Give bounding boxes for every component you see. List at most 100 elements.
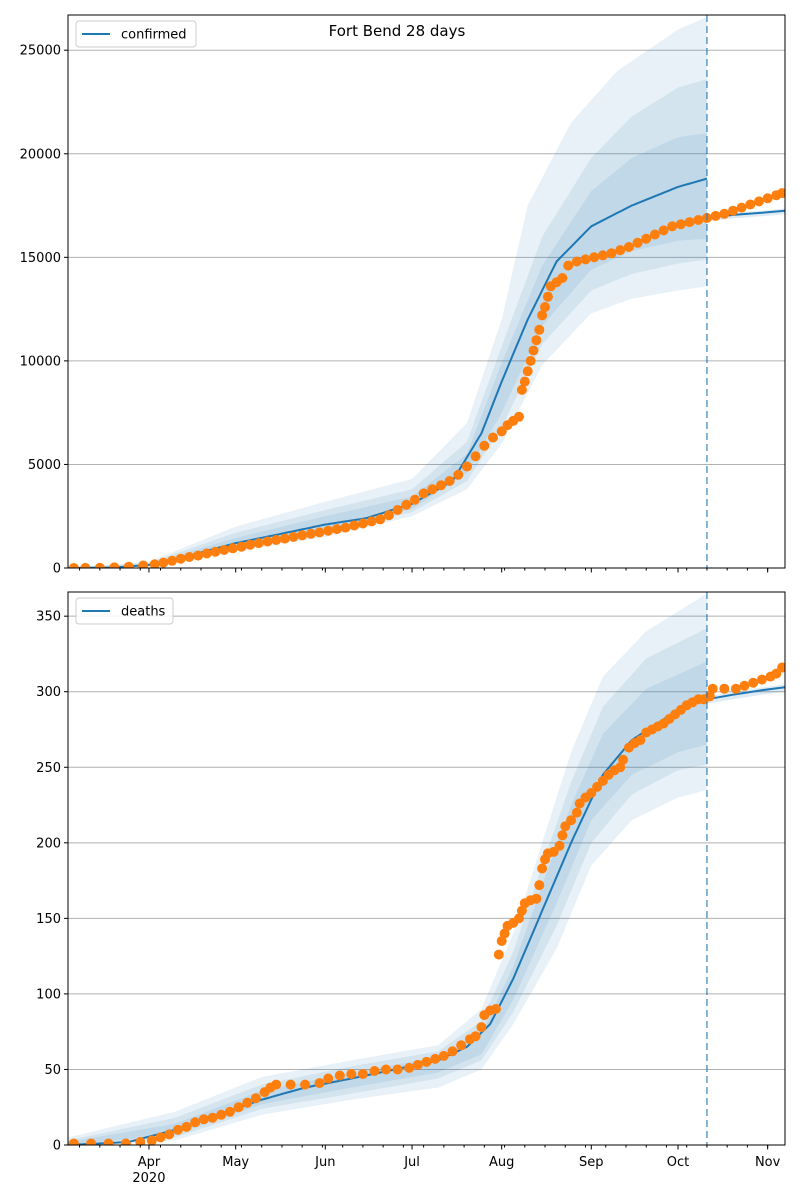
uncertainty-band-1	[68, 17, 707, 568]
observed-point	[219, 545, 230, 555]
x-tick-label: Oct	[667, 1155, 689, 1170]
observed-point	[635, 735, 646, 746]
observed-point	[554, 840, 565, 851]
observed-point	[167, 555, 178, 566]
observed-point	[279, 533, 290, 544]
x-tick-label: May	[222, 1155, 249, 1170]
observed-point	[777, 188, 785, 199]
observed-point	[745, 199, 756, 210]
plot-area	[68, 17, 785, 568]
y-tick-label: 0	[53, 562, 61, 577]
observed-point	[684, 217, 695, 228]
observed-point	[245, 539, 256, 550]
observed-point	[488, 432, 498, 443]
observed-point	[756, 674, 767, 685]
observed-point	[427, 484, 438, 495]
observed-point	[120, 1138, 131, 1145]
observed-point	[86, 1138, 97, 1145]
observed-point	[401, 499, 412, 510]
observed-point	[175, 553, 186, 564]
observed-point	[224, 1106, 235, 1117]
uncertainty-band-2	[68, 628, 707, 1145]
y-tick-label: 300	[36, 685, 61, 700]
x-tick-label: Apr	[138, 1155, 161, 1170]
y-tick-label: 50	[44, 1063, 61, 1078]
observed-point	[242, 1097, 253, 1108]
uncertainty-band-3	[68, 661, 707, 1145]
y-tick-label: 25000	[20, 44, 61, 59]
uncertainty-band-3	[68, 133, 707, 568]
observed-point	[499, 928, 510, 939]
observed-point	[314, 527, 325, 538]
observed-point	[710, 210, 721, 221]
observed-point	[68, 563, 79, 568]
observed-point	[198, 1114, 209, 1125]
plot-area	[68, 593, 785, 1145]
observed-point	[537, 863, 548, 874]
x-tick-label: Jun	[314, 1155, 335, 1170]
observed-point	[462, 461, 472, 472]
observed-point	[707, 683, 718, 694]
observed-point	[641, 233, 652, 244]
observed-point	[490, 1004, 501, 1014]
observed-point	[271, 535, 282, 545]
observed-point	[155, 1132, 166, 1143]
uncertainty-band-2	[68, 79, 707, 568]
y-tick-label: 0	[53, 1139, 61, 1154]
observed-point	[531, 893, 542, 904]
observed-point	[172, 1124, 183, 1135]
observed-point	[262, 536, 273, 547]
axes-frame	[67, 14, 786, 569]
observed-point	[340, 522, 351, 533]
x-tick-label: Jul	[403, 1155, 420, 1170]
observed-point	[253, 538, 264, 549]
observed-point	[777, 662, 785, 673]
observed-point	[392, 1064, 403, 1075]
observed-point	[323, 1073, 334, 1084]
observed-point	[719, 208, 730, 219]
observed-point	[103, 1138, 114, 1145]
observed-point	[719, 683, 730, 694]
observed-point	[421, 1056, 432, 1067]
observed-point	[314, 1078, 325, 1089]
legend-box	[75, 20, 197, 48]
observed-point	[334, 1070, 345, 1081]
legend-label: confirmed	[121, 28, 187, 43]
observed-point	[190, 1117, 201, 1128]
observed-point	[675, 219, 686, 230]
observed-point	[667, 221, 678, 232]
observed-point	[210, 546, 221, 557]
legend: confirmed	[75, 20, 197, 48]
observed-point	[606, 248, 617, 259]
observed-point	[557, 273, 568, 283]
observed-point	[158, 557, 169, 568]
forecast-line	[706, 686, 785, 701]
observed-point	[216, 1109, 227, 1120]
observed-point	[227, 543, 238, 554]
observed-point	[447, 1046, 458, 1057]
observed-point	[736, 202, 747, 213]
observed-point	[580, 254, 591, 265]
observed-point	[739, 680, 750, 691]
observed-point	[135, 1137, 146, 1145]
observed-point	[381, 1064, 391, 1075]
observed-point	[730, 683, 741, 694]
observed-point	[201, 548, 212, 559]
observed-point	[470, 451, 481, 462]
observed-point	[288, 531, 299, 542]
observed-point	[409, 494, 420, 505]
observed-point	[754, 196, 764, 207]
observed-point	[453, 469, 464, 480]
observed-point	[331, 524, 342, 535]
observed-point	[514, 411, 524, 422]
observed-point	[470, 1031, 481, 1042]
observed-point	[728, 205, 738, 216]
x-year-label: 2020	[132, 1171, 165, 1186]
y-tick-label: 100	[36, 987, 61, 1002]
observed-point	[300, 1079, 311, 1090]
observed-point	[589, 252, 600, 263]
observed-point	[542, 291, 553, 302]
observed-point	[357, 518, 368, 529]
legend-label: deaths	[121, 605, 166, 620]
y-tick-label: 15000	[20, 251, 61, 266]
